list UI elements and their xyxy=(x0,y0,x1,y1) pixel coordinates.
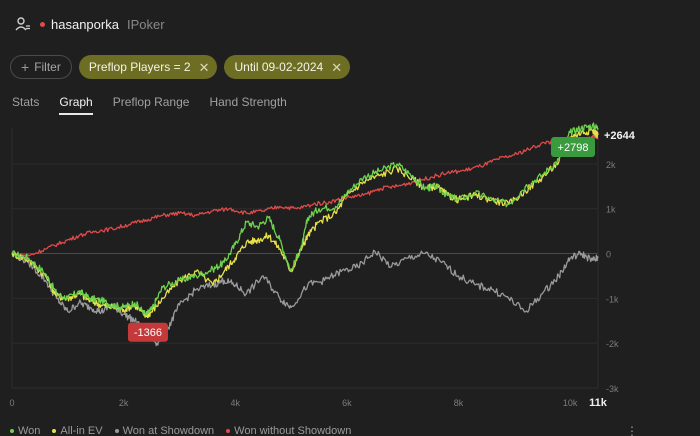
close-icon[interactable]: ✕ xyxy=(331,59,343,75)
min-value-badge: -1366 xyxy=(127,322,168,342)
user-settings-icon[interactable] xyxy=(14,15,32,33)
add-filter-button[interactable]: + Filter xyxy=(10,55,72,79)
x-tick-label: 6k xyxy=(342,398,352,408)
legend-dot xyxy=(226,429,231,433)
x-tick-label: 4k xyxy=(230,398,240,408)
y-tick-label: 1k xyxy=(606,205,616,215)
final-ev-label: +2644 xyxy=(604,130,636,142)
y-tick-label: 2k xyxy=(606,160,616,170)
x-tick-label: 10k xyxy=(563,398,578,408)
add-filter-label: Filter xyxy=(34,60,61,74)
badge-background xyxy=(127,322,168,342)
x-tick-label: 2k xyxy=(119,398,129,408)
legend-item-won-at-showdown[interactable]: Won at Showdown xyxy=(114,425,215,436)
tab-hand-strength[interactable]: Hand Strength xyxy=(209,95,287,109)
badge-label: +2798 xyxy=(558,142,589,154)
tab-bar: Stats Graph Preflop Range Hand Strength xyxy=(12,95,287,115)
graph-panel: 2k 1k 0 -1k -2k -3k 0 2k 4k 6k 8k 10k 11k -1366 +2798 +… xyxy=(0,118,700,436)
legend-label: Won xyxy=(18,425,41,436)
final-won-badge: +2798 xyxy=(551,137,595,157)
y-tick-label: -3k xyxy=(606,384,619,394)
legend-item-won[interactable]: Won xyxy=(10,425,40,436)
status-dot xyxy=(40,21,45,27)
filter-chip-date[interactable]: Until 09-02-2024 ✕ xyxy=(224,55,351,79)
x-tick-label: 0 xyxy=(9,398,14,408)
x-last-label: 11k xyxy=(589,397,608,409)
plus-icon: + xyxy=(21,59,30,75)
legend-dot xyxy=(114,429,119,433)
legend-label: Won at Showdown xyxy=(122,425,215,436)
tab-preflop-range[interactable]: Preflop Range xyxy=(112,95,190,109)
legend-dot xyxy=(10,429,14,433)
badge-background xyxy=(551,137,595,157)
y-tick-label: 0 xyxy=(606,250,611,260)
series-line-won-at-showdown xyxy=(11,249,599,347)
tab-graph[interactable]: Graph xyxy=(59,95,93,115)
header: hasanporka IPoker xyxy=(14,14,165,34)
legend: Won All-in EV Won at Showdown Won withou… xyxy=(10,425,351,436)
legend-label: All-in EV xyxy=(60,425,103,436)
site-name: IPoker xyxy=(126,16,165,32)
filter-bar: + Filter Preflop Players = 2 ✕ Until 09-… xyxy=(10,55,351,79)
chip-label: Until 09-02-2024 xyxy=(234,60,324,74)
tab-stats[interactable]: Stats xyxy=(12,95,40,109)
legend-item-won-without-showdown[interactable]: Won without Showdown xyxy=(226,425,351,436)
profit-graph[interactable]: 2k 1k 0 -1k -2k -3k 0 2k 4k 6k 8k 10k 11k -1366 +2798 +… xyxy=(0,118,700,436)
player-name[interactable]: hasanporka xyxy=(51,16,119,32)
close-icon[interactable]: ✕ xyxy=(198,59,210,75)
y-tick-label: -1k xyxy=(606,294,619,304)
series-line-won xyxy=(11,122,599,316)
x-tick-label: 8k xyxy=(454,398,464,408)
filter-chip-preflop-players[interactable]: Preflop Players = 2 ✕ xyxy=(78,55,218,79)
series-line-won-without-showdown xyxy=(11,134,599,258)
legend-dot xyxy=(52,429,57,433)
legend-label: Won without Showdown xyxy=(234,425,352,436)
more-options-icon[interactable]: ⋮ xyxy=(626,424,638,436)
badge-label: -1366 xyxy=(134,327,162,339)
legend-item-all-in-ev[interactable]: All-in EV xyxy=(52,425,103,436)
y-tick-label: -2k xyxy=(606,339,619,349)
chip-label: Preflop Players = 2 xyxy=(88,60,191,74)
